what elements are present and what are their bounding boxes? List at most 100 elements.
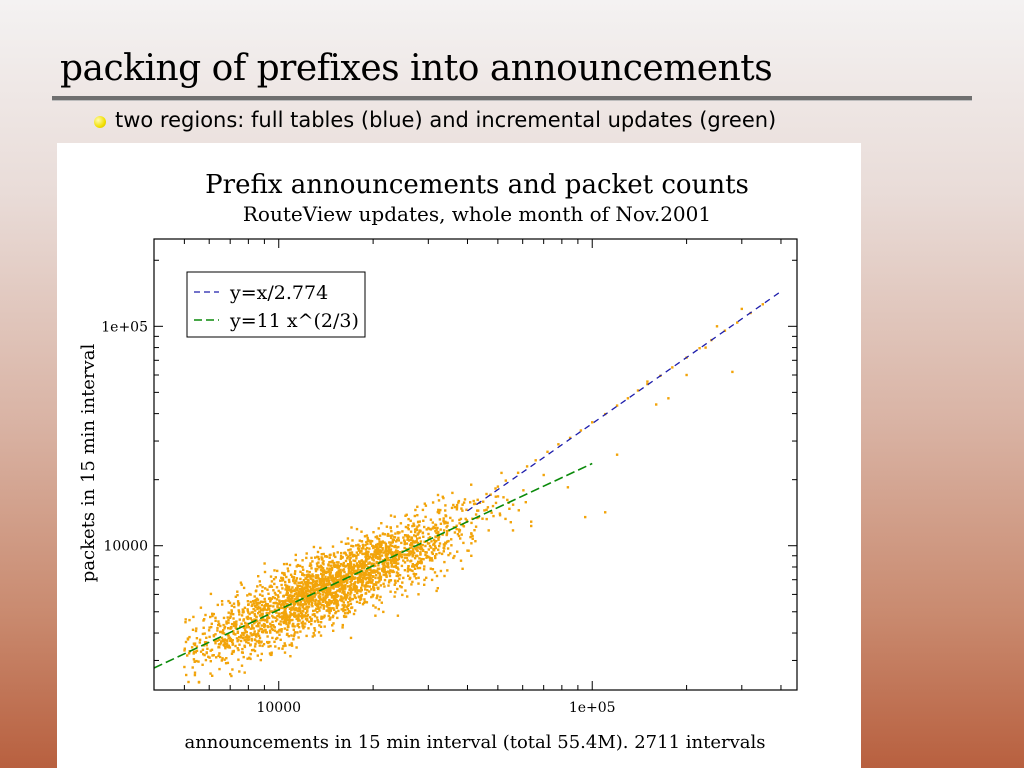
data-point	[328, 587, 331, 590]
data-point	[441, 533, 444, 536]
data-point	[433, 526, 437, 530]
data-point	[343, 612, 347, 615]
fit-line-blue	[467, 290, 782, 512]
data-point	[224, 645, 227, 649]
data-point	[357, 549, 361, 552]
data-point	[269, 631, 272, 634]
data-point	[355, 544, 358, 547]
data-point	[286, 615, 289, 619]
data-point	[411, 548, 415, 551]
data-point	[266, 608, 269, 612]
data-point	[336, 575, 339, 578]
data-point	[274, 601, 277, 604]
data-point	[330, 592, 333, 595]
data-point	[376, 537, 379, 540]
data-point	[421, 508, 425, 512]
data-point	[436, 493, 440, 497]
data-point	[417, 560, 420, 563]
data-point	[393, 555, 396, 559]
data-point	[384, 548, 388, 551]
data-point	[414, 564, 417, 567]
data-point	[228, 616, 232, 619]
data-point	[407, 565, 410, 568]
data-point	[325, 609, 328, 612]
data-point	[229, 639, 232, 642]
data-point	[371, 545, 375, 548]
data-point	[292, 635, 296, 638]
data-point	[452, 556, 455, 560]
data-point	[294, 558, 297, 562]
data-point	[409, 530, 413, 533]
data-point	[283, 621, 286, 624]
data-point	[306, 574, 310, 577]
data-point	[328, 567, 332, 570]
data-point	[345, 554, 348, 557]
data-point	[382, 582, 385, 585]
data-point	[347, 570, 351, 573]
data-point	[352, 612, 356, 616]
data-point	[310, 567, 313, 570]
data-point	[195, 637, 199, 640]
data-point	[391, 541, 394, 544]
data-point	[334, 598, 337, 601]
data-point	[404, 525, 408, 529]
data-point	[302, 607, 305, 610]
data-point	[516, 471, 520, 474]
data-point	[411, 580, 414, 584]
data-point	[393, 515, 396, 518]
data-point	[358, 561, 362, 565]
data-point	[417, 524, 421, 527]
data-point	[367, 557, 371, 560]
data-point	[461, 509, 464, 512]
data-point	[412, 550, 415, 553]
data-point	[276, 636, 279, 640]
data-point	[451, 491, 454, 495]
data-point	[482, 500, 485, 503]
data-point	[449, 552, 452, 555]
data-point	[192, 642, 196, 645]
data-point	[319, 579, 322, 582]
data-point	[439, 508, 442, 512]
data-point	[210, 625, 213, 629]
data-point	[325, 580, 328, 583]
data-point	[201, 648, 205, 651]
data-point	[281, 577, 285, 580]
data-point	[383, 578, 387, 582]
data-point	[247, 611, 250, 614]
data-point	[413, 528, 417, 531]
data-point	[288, 616, 291, 619]
data-point	[446, 569, 449, 572]
data-point	[341, 584, 344, 587]
legend-box	[186, 271, 366, 338]
data-point	[332, 622, 335, 625]
data-point	[457, 499, 461, 503]
data-point	[350, 568, 353, 571]
data-point	[288, 607, 292, 610]
data-point	[437, 511, 441, 515]
data-point	[308, 620, 311, 623]
data-point	[409, 576, 412, 580]
data-point	[389, 534, 392, 537]
data-point	[428, 559, 432, 562]
data-point	[197, 660, 200, 663]
data-point	[442, 529, 446, 532]
data-point	[300, 590, 303, 593]
fit-line-green	[153, 462, 593, 669]
data-point	[215, 656, 218, 659]
data-point	[304, 591, 308, 594]
data-point	[328, 561, 331, 564]
data-point	[383, 564, 386, 567]
data-point	[347, 542, 350, 545]
data-point	[427, 537, 430, 540]
data-point	[377, 527, 380, 530]
data-point	[355, 557, 358, 560]
data-point	[244, 621, 247, 625]
data-point	[276, 614, 279, 618]
data-point	[431, 521, 434, 524]
data-point	[314, 602, 317, 606]
data-point	[394, 560, 398, 563]
data-point	[212, 634, 216, 637]
data-point	[237, 609, 240, 612]
data-point	[383, 585, 386, 588]
data-point	[267, 616, 271, 620]
